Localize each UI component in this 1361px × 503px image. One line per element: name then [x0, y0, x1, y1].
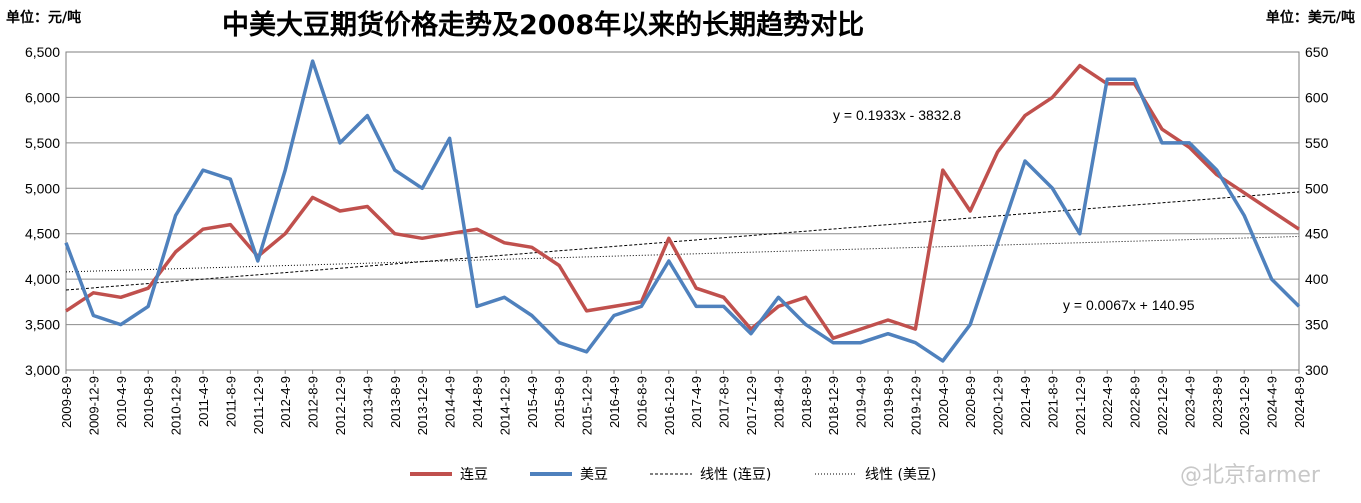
legend-label-trend-meidou: 线性 (美豆) — [865, 467, 936, 483]
x-tick-label: 2014-12-9 — [497, 376, 512, 435]
x-tick-label: 2021-12-9 — [1073, 376, 1088, 435]
x-tick-label: 2011-12-9 — [251, 376, 266, 434]
x-tick-label: 2014-4-9 — [443, 376, 458, 428]
series-line-meidou — [64, 59, 1301, 363]
x-tick-label: 2012-4-9 — [278, 376, 293, 428]
trend-equation-meidou: y = 0.0067x + 140.95 — [1063, 297, 1195, 313]
legend-label-trend-liandou: 线性 (连豆) — [700, 467, 771, 483]
right-axis-unit: 单位：美元/吨 — [1266, 9, 1355, 26]
right-tick-label: 650 — [1305, 44, 1329, 60]
legend-label-meidou: 美豆 — [580, 467, 608, 483]
x-tick-label: 2018-12-9 — [826, 376, 841, 435]
x-tick-label: 2022-12-9 — [1155, 376, 1170, 435]
right-axis-ticks: 300 350 400 450 500 550 600 650 — [1305, 44, 1329, 378]
x-tick-label: 2022-8-9 — [1128, 376, 1143, 428]
plot-area — [65, 51, 1300, 371]
x-tick-label: 2009-12-9 — [86, 376, 101, 435]
x-tick-label: 2010-4-9 — [114, 376, 129, 428]
x-tick-label: 2023-4-9 — [1182, 376, 1197, 428]
x-tick-label: 2020-4-9 — [936, 376, 951, 428]
legend-label-liandou: 连豆 — [460, 467, 488, 483]
trendlines — [65, 191, 1300, 291]
x-tick-label: 2010-12-9 — [169, 376, 184, 435]
x-tick-label: 2013-4-9 — [360, 376, 375, 428]
left-tick-label: 4,000 — [25, 271, 60, 287]
left-tick-label: 5,000 — [25, 180, 60, 196]
series-lines — [64, 59, 1301, 363]
right-tick-label: 350 — [1305, 317, 1329, 333]
x-tick-label: 2018-8-9 — [799, 376, 814, 428]
x-tick-label: 2021-8-9 — [1045, 376, 1060, 428]
x-tick-label: 2011-4-9 — [196, 376, 211, 427]
right-tick-label: 400 — [1305, 271, 1329, 287]
trendline-liandou — [65, 191, 1300, 291]
watermark: @北京farmer — [1180, 463, 1321, 488]
x-tick-label: 2023-8-9 — [1210, 376, 1225, 428]
left-tick-label: 4,500 — [25, 226, 60, 242]
left-tick-label: 3,500 — [25, 317, 60, 333]
x-tick-label: 2015-8-9 — [552, 376, 567, 428]
x-tick-label: 2013-8-9 — [388, 376, 403, 428]
x-tick-label: 2017-12-9 — [744, 376, 759, 435]
chart-title: 中美大豆期货价格走势及2008年以来的长期趋势对比 — [222, 9, 864, 41]
x-tick-label: 2024-8-9 — [1292, 376, 1307, 428]
right-tick-label: 500 — [1305, 180, 1329, 196]
x-tick-label: 2011-8-9 — [223, 376, 238, 427]
left-axis-unit: 单位：元/吨 — [6, 9, 81, 26]
left-tick-label: 6,500 — [25, 44, 60, 60]
left-tick-label: 5,500 — [25, 135, 60, 151]
x-tick-label: 2021-4-9 — [1018, 376, 1033, 428]
x-tick-label: 2015-4-9 — [525, 376, 540, 428]
x-tick-label: 2013-12-9 — [415, 376, 430, 435]
x-tick-label: 2019-8-9 — [881, 376, 896, 428]
x-tick-label: 2017-4-9 — [689, 376, 704, 428]
x-tick-label: 2020-8-9 — [963, 376, 978, 428]
x-tick-label: 2014-8-9 — [470, 376, 485, 428]
x-tick-label: 2016-12-9 — [662, 376, 677, 435]
x-tick-label: 2019-12-9 — [908, 376, 923, 435]
right-tick-label: 550 — [1305, 135, 1329, 151]
x-tick-label: 2019-4-9 — [854, 376, 869, 428]
x-tick-label: 2010-8-9 — [141, 376, 156, 428]
legend: 连豆 美豆 线性 (连豆) 线性 (美豆) — [410, 467, 936, 483]
x-tick-label: 2016-4-9 — [607, 376, 622, 428]
x-tick-label: 2012-12-9 — [333, 376, 348, 435]
x-tick-label: 2023-12-9 — [1237, 376, 1252, 435]
x-tick-label: 2022-4-9 — [1100, 376, 1115, 428]
x-tick-label: 2017-8-9 — [717, 376, 732, 428]
x-tick-label: 2018-4-9 — [771, 376, 786, 428]
x-axis-ticks: 2009-8-9 2009-12-9 2010-4-9 2010-8-9 2010-12… — [59, 370, 1307, 435]
series-line-liandou — [65, 63, 1300, 340]
right-tick-label: 450 — [1305, 226, 1329, 242]
x-tick-label: 2016-8-9 — [634, 376, 649, 428]
x-tick-label: 2024-4-9 — [1265, 376, 1280, 428]
x-tick-label: 2009-8-9 — [59, 376, 74, 428]
x-tick-label: 2020-12-9 — [991, 376, 1006, 435]
left-tick-label: 6,000 — [25, 89, 60, 105]
gridlines — [66, 96, 1299, 326]
trend-equation-liandou: y = 0.1933x - 3832.8 — [833, 107, 961, 123]
x-tick-label: 2015-12-9 — [580, 376, 595, 435]
left-axis-ticks: 3,000 3,500 4,000 4,500 5,000 5,500 6,000 6,500 — [25, 44, 60, 378]
right-tick-label: 600 — [1305, 89, 1329, 105]
left-tick-label: 3,000 — [25, 362, 60, 378]
x-tick-label: 2012-8-9 — [306, 376, 321, 428]
right-tick-label: 300 — [1305, 362, 1329, 378]
